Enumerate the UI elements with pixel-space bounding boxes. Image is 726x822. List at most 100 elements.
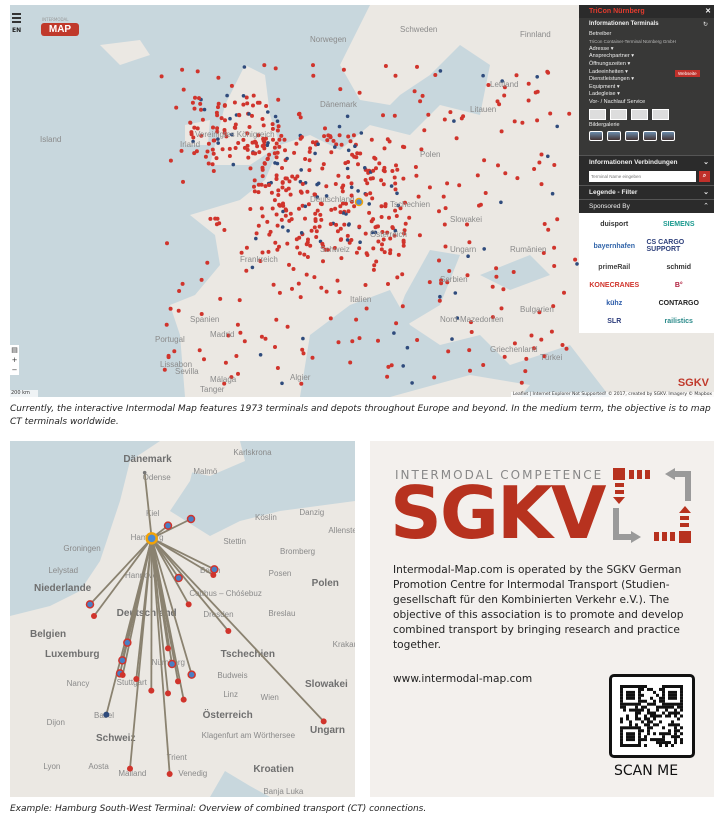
terminal-marker[interactable] [499,306,504,311]
depot-marker[interactable] [396,203,401,208]
terminal-marker[interactable] [307,158,312,163]
terminal-marker[interactable] [190,100,195,105]
terminal-marker[interactable] [241,102,246,107]
terminal-marker[interactable] [371,168,376,173]
terminal-marker[interactable] [162,367,167,372]
terminal-marker[interactable] [305,189,310,194]
terminal-marker[interactable] [467,348,472,353]
terminal-marker[interactable] [279,217,284,222]
connection-line[interactable] [150,538,185,700]
depot-marker[interactable] [358,240,362,244]
legend-filter-section[interactable]: Legende - Filter ⌄ [579,185,714,199]
terminal-marker[interactable] [454,136,459,141]
terminal-marker[interactable] [342,222,347,227]
terminal-marker[interactable] [395,275,400,280]
depot-marker[interactable] [438,294,442,299]
terminal-marker[interactable] [257,150,262,155]
terminal-marker[interactable] [369,137,374,142]
connection-line[interactable] [89,537,153,605]
terminal-marker[interactable] [265,156,270,161]
depot-marker[interactable] [273,114,278,119]
terminal-marker[interactable] [245,131,250,136]
terminal-marker[interactable] [549,329,554,334]
terminal-marker[interactable] [402,145,407,150]
terminal-marker[interactable] [387,215,391,220]
terminal-marker[interactable] [388,236,393,241]
connection-line[interactable] [151,518,192,540]
terminal-marker[interactable] [519,380,524,385]
sponsor-logo[interactable]: duisport [600,221,629,228]
terminal-marker[interactable] [354,250,359,255]
depot-marker[interactable] [266,110,270,114]
terminal-marker[interactable] [393,208,398,213]
depot-marker[interactable] [482,247,487,251]
terminal-marker[interactable] [261,138,266,143]
terminal-marker[interactable] [260,250,265,255]
terminal-marker[interactable] [262,143,266,148]
terminal-marker[interactable] [267,183,272,187]
terminal-marker[interactable] [446,349,451,354]
terminal-marker[interactable] [447,269,452,273]
terminal-marker[interactable] [501,287,506,292]
terminal-marker[interactable] [548,111,553,116]
sponsor-logo[interactable]: SLR [607,318,622,325]
terminal-marker[interactable] [439,281,444,286]
terminal-marker[interactable] [552,264,557,268]
qr-code-icon[interactable] [609,674,695,758]
terminal-marker[interactable] [349,199,354,204]
terminal-marker[interactable] [215,113,220,118]
terminal-marker[interactable] [245,147,250,152]
terminal-marker[interactable] [276,124,281,129]
terminal-marker[interactable] [312,192,317,197]
terminal-marker[interactable] [299,135,304,140]
terminal-marker[interactable] [311,73,316,78]
terminal-marker[interactable] [496,163,500,168]
terminal-marker[interactable] [280,185,285,190]
depot-marker[interactable] [228,116,232,121]
terminal-marker[interactable] [338,204,343,209]
terminal-marker[interactable] [348,360,353,365]
terminal-marker[interactable] [165,645,171,652]
terminal-marker[interactable] [275,150,280,155]
depot-marker[interactable] [389,184,394,188]
terminal-marker[interactable] [448,110,453,115]
terminal-marker[interactable] [535,118,540,123]
terminal-marker[interactable] [248,166,253,171]
terminal-marker[interactable] [358,151,363,156]
terminal-marker[interactable] [520,120,525,125]
terminal-marker[interactable] [236,141,241,145]
terminal-marker[interactable] [215,129,220,134]
terminal-marker[interactable] [216,101,221,106]
intermodal-map-logo[interactable]: MAP [41,23,79,36]
terminal-marker[interactable] [179,148,184,153]
terminal-marker[interactable] [552,163,557,167]
terminal-marker[interactable] [222,381,227,386]
terminal-marker[interactable] [320,166,325,171]
terminal-marker[interactable] [323,247,328,252]
terminal-marker[interactable] [526,98,531,103]
panel-item[interactable]: Ansprechpartner ▾ [589,53,706,61]
terminal-marker[interactable] [192,125,197,130]
terminal-marker[interactable] [163,521,173,530]
terminal-marker[interactable] [263,184,268,189]
terminal-marker[interactable] [364,306,369,311]
terminal-marker[interactable] [332,246,337,250]
depot-marker[interactable] [546,154,550,159]
terminal-marker[interactable] [317,224,322,229]
terminal-marker[interactable] [490,315,495,320]
terminal-marker[interactable] [237,298,242,303]
terminal-marker[interactable] [279,133,284,138]
terminal-marker[interactable] [390,226,395,230]
terminal-marker[interactable] [382,169,387,174]
terminal-marker[interactable] [175,678,181,685]
terminal-marker[interactable] [394,214,399,218]
terminal-marker[interactable] [166,353,171,358]
depot-marker[interactable] [254,236,258,241]
terminal-marker[interactable] [442,222,447,227]
terminal-marker[interactable] [348,139,353,144]
terminal-map[interactable]: Island Schweden Finnland Norwegen Dänemark Ir… [10,5,714,397]
terminal-marker[interactable] [386,364,391,369]
sponsor-logo[interactable]: bayernhafen [593,242,636,250]
terminal-marker[interactable] [216,75,221,80]
depot-marker[interactable] [216,137,220,141]
